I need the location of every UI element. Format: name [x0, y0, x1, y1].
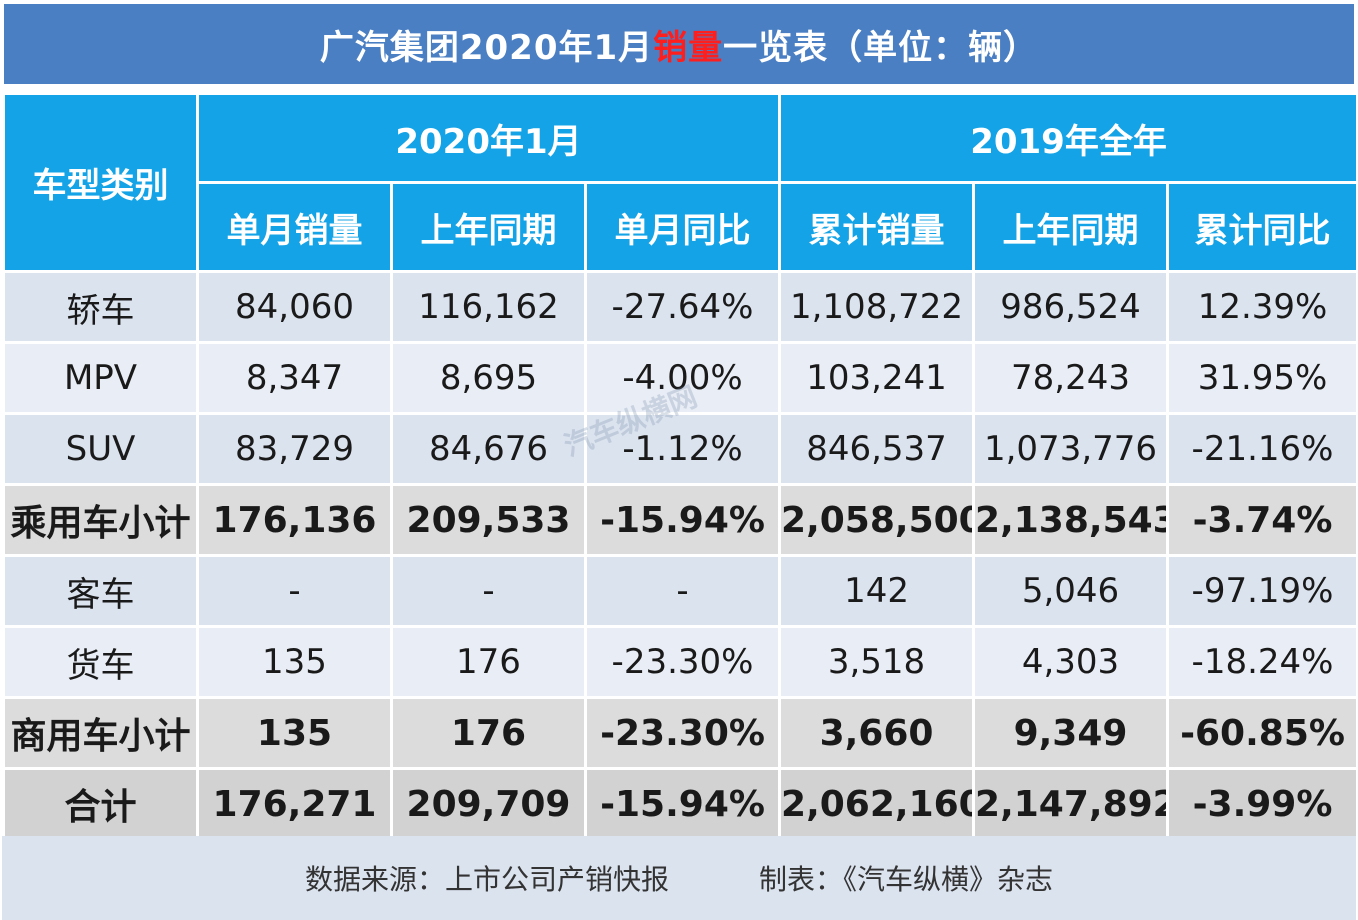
- table-cell: 2,058,500: [778, 483, 976, 557]
- column-header: 上年同期: [972, 181, 1170, 273]
- row-label: SUV: [2, 412, 199, 486]
- table-row: SUV 83,729 84,676 -1.12% 846,537 1,073,7…: [2, 412, 1358, 486]
- row-label: 合计: [2, 767, 199, 841]
- table-cell: 209,533: [390, 483, 587, 557]
- table-cell: 176: [390, 625, 587, 699]
- table-cell: 2,138,543: [972, 483, 1170, 557]
- row-label: 轿车: [2, 270, 199, 344]
- title-highlight: 销量: [653, 27, 724, 68]
- table-row: 客车 - - - 142 5,046 -97.19%: [2, 554, 1358, 628]
- table-cell: 176,136: [196, 483, 393, 557]
- table-cell: 176: [390, 696, 587, 770]
- column-header: 单月销量: [196, 181, 393, 273]
- table-cell: 31.95%: [1166, 341, 1358, 415]
- table-cell: 986,524: [972, 270, 1170, 344]
- sales-table: 车型类别 2020年1月 2019年全年 单月销量 上年同期 单月同比 累计销量…: [2, 92, 1358, 841]
- table-cell: 135: [196, 696, 393, 770]
- table-cell: -: [390, 554, 587, 628]
- table-footer: 数据来源：上市公司产销快报 制表：《汽车纵横》杂志: [2, 836, 1356, 920]
- data-source: 数据来源：上市公司产销快报: [304, 863, 669, 896]
- table-cell: -: [196, 554, 393, 628]
- table-credit: 制表：《汽车纵横》杂志: [759, 863, 1054, 896]
- table-cell: 84,060: [196, 270, 393, 344]
- table-cell: 8,347: [196, 341, 393, 415]
- row-label: 乘用车小计: [2, 483, 199, 557]
- table-cell: 78,243: [972, 341, 1170, 415]
- table-cell: 1,073,776: [972, 412, 1170, 486]
- table-cell: 116,162: [390, 270, 587, 344]
- table-cell: 4,303: [972, 625, 1170, 699]
- table-cell: 5,046: [972, 554, 1170, 628]
- table-row-subtotal: 乘用车小计 176,136 209,533 -15.94% 2,058,500 …: [2, 483, 1358, 557]
- table-cell: -23.30%: [583, 696, 782, 770]
- table-cell: 3,660: [778, 696, 976, 770]
- table-cell: -27.64%: [583, 270, 782, 344]
- table-cell: 2,062,160: [778, 767, 976, 841]
- header-category: 车型类别: [2, 92, 199, 273]
- table-cell: 176,271: [196, 767, 393, 841]
- table-cell: -18.24%: [1166, 625, 1358, 699]
- table-row-subtotal: 商用车小计 135 176 -23.30% 3,660 9,349 -60.85…: [2, 696, 1358, 770]
- table-cell: -97.19%: [1166, 554, 1358, 628]
- row-label: 货车: [2, 625, 199, 699]
- row-label: MPV: [2, 341, 199, 415]
- table-cell: -1.12%: [583, 412, 782, 486]
- table-cell: -21.16%: [1166, 412, 1358, 486]
- table-cell: 209,709: [390, 767, 587, 841]
- table-cell: -: [583, 554, 782, 628]
- table-row: MPV 8,347 8,695 -4.00% 103,241 78,243 31…: [2, 341, 1358, 415]
- table-row: 轿车 84,060 116,162 -27.64% 1,108,722 986,…: [2, 270, 1358, 344]
- header-group-year: 2019年全年: [778, 92, 1358, 184]
- header-group-month: 2020年1月: [195, 92, 782, 184]
- table-row-total: 合计 176,271 209,709 -15.94% 2,062,160 2,1…: [2, 767, 1358, 841]
- table-cell: -15.94%: [583, 483, 782, 557]
- table-cell: 846,537: [778, 412, 976, 486]
- table-cell: 84,676: [390, 412, 587, 486]
- table-cell: 2,147,892: [972, 767, 1170, 841]
- table-cell: 135: [196, 625, 393, 699]
- column-header: 上年同期: [390, 181, 587, 273]
- table-cell: 83,729: [196, 412, 393, 486]
- table-title: 广汽集团2020年1月 销量 一览表（单位：辆）: [4, 4, 1354, 88]
- table-cell: 103,241: [778, 341, 976, 415]
- title-suffix: 一览表（单位：辆）: [723, 27, 1039, 68]
- table-cell: -23.30%: [583, 625, 782, 699]
- table-cell: 9,349: [972, 696, 1170, 770]
- row-label: 商用车小计: [2, 696, 199, 770]
- table-cell: -15.94%: [583, 767, 782, 841]
- table-cell: 3,518: [778, 625, 976, 699]
- table-cell: 12.39%: [1166, 270, 1358, 344]
- table-row: 货车 135 176 -23.30% 3,518 4,303 -18.24%: [2, 625, 1358, 699]
- row-label: 客车: [2, 554, 199, 628]
- column-header: 累计同比: [1166, 181, 1358, 273]
- table-cell: 8,695: [390, 341, 587, 415]
- table-cell: 142: [778, 554, 976, 628]
- table-cell: -60.85%: [1166, 696, 1358, 770]
- table-cell: -3.74%: [1166, 483, 1358, 557]
- table-cell: -4.00%: [583, 341, 782, 415]
- column-header: 单月同比: [583, 181, 782, 273]
- title-prefix: 广汽集团2020年1月: [319, 27, 654, 68]
- column-header: 累计销量: [778, 181, 976, 273]
- table-cell: 1,108,722: [778, 270, 976, 344]
- table-cell: -3.99%: [1166, 767, 1358, 841]
